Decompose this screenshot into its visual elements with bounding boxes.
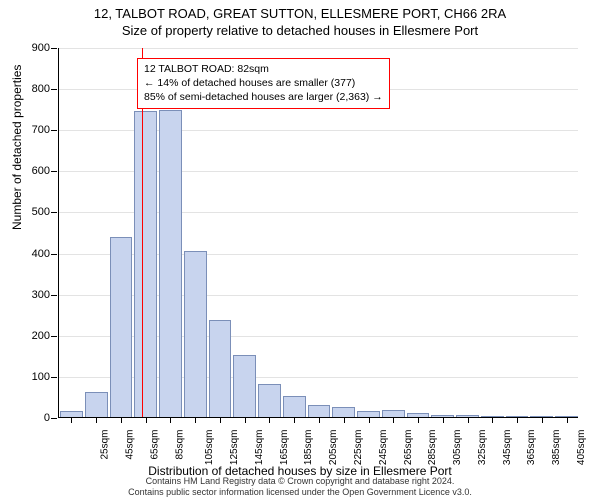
chart-title-main: 12, TALBOT ROAD, GREAT SUTTON, ELLESMERE… [0,0,600,21]
x-tick-label: 185sqm [304,430,315,466]
x-tick [269,417,270,423]
x-tick [418,417,419,423]
y-tick-label: 800 [20,83,50,95]
x-tick [517,417,518,423]
x-tick-label: 305sqm [452,430,463,466]
x-tick [468,417,469,423]
y-tick-label: 100 [20,371,50,383]
chart-container: 12, TALBOT ROAD, GREAT SUTTON, ELLESMERE… [0,0,600,500]
x-tick-label: 285sqm [427,430,438,466]
y-tick-label: 500 [20,206,50,218]
x-tick-label: 165sqm [279,430,290,466]
x-tick [567,417,568,423]
histogram-bar [258,384,281,417]
x-tick-label: 385sqm [551,430,562,466]
x-tick [344,417,345,423]
y-tick-label: 900 [20,42,50,54]
histogram-bar [184,251,207,418]
y-tick [51,295,57,296]
footer-line2: Contains public sector information licen… [0,487,600,498]
histogram-bar [308,405,331,417]
x-tick [245,417,246,423]
y-tick [51,336,57,337]
x-tick-label: 145sqm [254,430,265,466]
histogram-bar [382,410,405,417]
plot-region: 010020030040050060070080090025sqm45sqm65… [58,48,578,418]
chart-area: 010020030040050060070080090025sqm45sqm65… [58,48,578,418]
x-tick [542,417,543,423]
annotation-line2: ← 14% of detached houses are smaller (37… [144,76,383,90]
x-tick [294,417,295,423]
x-tick [170,417,171,423]
x-tick-label: 365sqm [526,430,537,466]
x-tick [492,417,493,423]
x-tick-label: 225sqm [353,430,364,466]
x-tick-label: 45sqm [125,430,136,460]
x-tick [393,417,394,423]
y-tick [51,212,57,213]
x-tick-label: 125sqm [229,430,240,466]
y-tick [51,171,57,172]
histogram-bar [283,396,306,417]
histogram-bar [110,237,133,417]
y-tick-label: 300 [20,289,50,301]
grid-line [59,48,578,49]
y-tick [51,418,57,419]
y-tick [51,48,57,49]
histogram-bar [134,111,157,417]
x-tick-label: 85sqm [174,430,185,460]
footer-attribution: Contains HM Land Registry data © Crown c… [0,476,600,498]
x-tick-label: 65sqm [149,430,160,460]
x-tick [146,417,147,423]
y-tick [51,254,57,255]
x-tick-label: 345sqm [502,430,513,466]
x-tick-label: 325sqm [477,430,488,466]
x-tick [220,417,221,423]
x-tick-label: 25sqm [100,430,111,460]
x-tick [319,417,320,423]
x-tick-label: 205sqm [328,430,339,466]
y-tick-label: 700 [20,124,50,136]
chart-title-sub: Size of property relative to detached ho… [0,21,600,38]
y-tick-label: 0 [20,412,50,424]
x-tick-label: 105sqm [205,430,216,466]
y-tick-label: 200 [20,330,50,342]
footer-line1: Contains HM Land Registry data © Crown c… [0,476,600,487]
y-tick [51,130,57,131]
x-tick-label: 245sqm [378,430,389,466]
x-tick [96,417,97,423]
x-tick-label: 265sqm [403,430,414,466]
y-tick [51,377,57,378]
y-tick-label: 400 [20,248,50,260]
x-tick [369,417,370,423]
histogram-bar [209,320,232,417]
x-tick [195,417,196,423]
histogram-bar [332,407,355,417]
x-tick-label: 405sqm [576,430,587,466]
y-tick-label: 600 [20,165,50,177]
x-tick [443,417,444,423]
histogram-bar [159,110,182,417]
annotation-line1: 12 TALBOT ROAD: 82sqm [144,62,383,76]
annotation-box: 12 TALBOT ROAD: 82sqm ← 14% of detached … [137,58,390,109]
histogram-bar [85,392,108,417]
annotation-line3: 85% of semi-detached houses are larger (… [144,90,383,104]
y-tick [51,89,57,90]
histogram-bar [233,355,256,417]
x-tick [71,417,72,423]
x-tick [121,417,122,423]
